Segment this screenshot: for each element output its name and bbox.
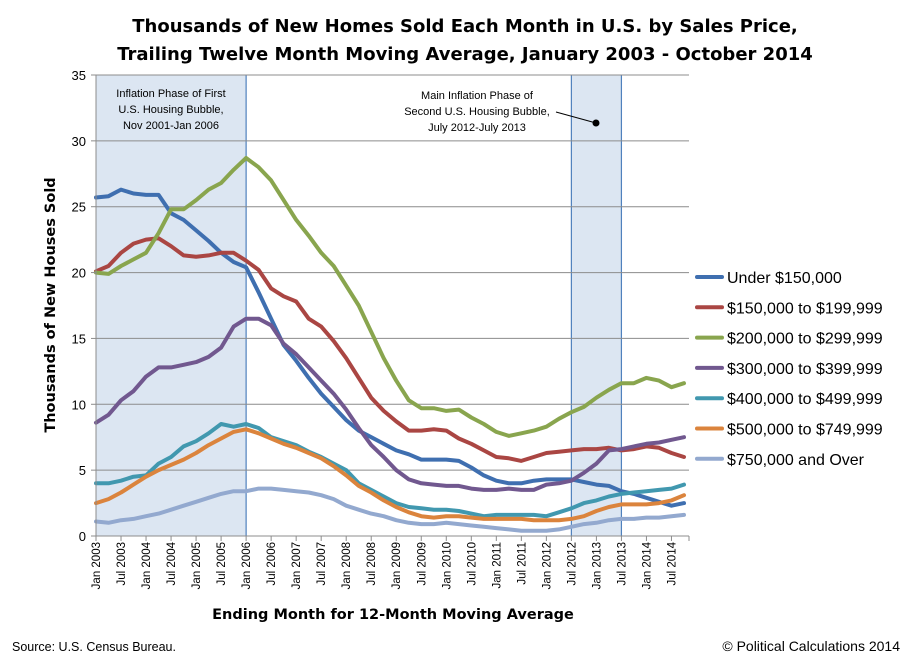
x-tick-label: Jul 2013: [616, 542, 628, 585]
x-tick-label: Jan 2012: [541, 542, 553, 589]
x-axis-label: Ending Month for 12-Month Moving Average: [212, 607, 574, 623]
y-tick-label: 35: [72, 68, 86, 83]
x-tick-label: Jul 2014: [666, 541, 678, 585]
legend-label-4: $300,000 to $399,999: [727, 361, 883, 378]
series-line-5: [94, 422, 686, 519]
y-tick-label: 10: [72, 397, 86, 412]
x-tick-label: Jan 2005: [191, 542, 203, 589]
x-tick-label: Jul 2012: [566, 542, 578, 585]
series-line-1: [94, 187, 686, 508]
x-tick-label: Jul 2006: [266, 542, 278, 585]
x-tick-label: Jan 2011: [491, 542, 503, 588]
series-line-3: [94, 156, 686, 438]
x-tick-label: Jul 2008: [366, 542, 378, 585]
legend-label-7: $750,000 and Over: [727, 452, 865, 469]
series-line-2: [94, 236, 686, 463]
y-tick-label: 0: [79, 529, 86, 544]
series-line-6: [94, 427, 686, 523]
x-tick-label: Jul 2009: [416, 542, 428, 585]
x-tick-label: Jan 2007: [291, 542, 303, 589]
chart-title-line-2: Trailing Twelve Month Moving Average, Ja…: [117, 44, 813, 65]
series-line-7: [94, 486, 686, 533]
x-tick-label: Jan 2004: [141, 541, 153, 589]
annotation-first-bubble: U.S. Housing Bubble,: [118, 104, 223, 116]
x-tick-label: Jan 2003: [91, 542, 103, 589]
x-tick-label: Jan 2013: [591, 542, 603, 589]
annotation-second-bubble: Second U.S. Housing Bubble,: [404, 106, 550, 118]
x-tick-label: Jul 2007: [316, 542, 328, 585]
annotation-first-bubble: Nov 2001-Jan 2006: [123, 120, 219, 132]
x-tick-label: Jul 2011: [516, 542, 528, 585]
x-tick-label: Jul 2004: [166, 541, 178, 585]
y-tick-label: 30: [72, 134, 86, 149]
source-note: Source: U.S. Census Bureau.: [12, 640, 176, 654]
legend-label-6: $500,000 to $749,999: [727, 422, 883, 439]
y-tick-label: 15: [72, 331, 86, 346]
legend-label-1: Under $150,000: [727, 270, 842, 287]
x-tick-label: Jan 2006: [241, 542, 253, 589]
y-tick-label: 25: [72, 200, 86, 215]
x-tick-label: Jul 2005: [216, 542, 228, 585]
legend-label-2: $150,000 to $199,999: [727, 300, 883, 317]
x-tick-label: Jul 2003: [116, 542, 128, 585]
annotation-pointer-dot: [592, 119, 600, 127]
x-tick-label: Jan 2008: [341, 542, 353, 589]
shaded-period-2: [571, 75, 622, 536]
x-tick-label: Jan 2014: [641, 541, 653, 589]
legend-label-5: $400,000 to $499,999: [727, 391, 883, 408]
annotation-first-bubble: Inflation Phase of First: [116, 88, 225, 100]
y-tick-label: 5: [79, 463, 86, 478]
chart-title-line-1: Thousands of New Homes Sold Each Month i…: [132, 16, 798, 37]
copyright-note: © Political Calculations 2014: [722, 638, 900, 654]
y-tick-label: 20: [72, 266, 86, 281]
annotation-second-bubble: July 2012-July 2013: [428, 122, 526, 134]
x-tick-label: Jan 2010: [441, 542, 453, 589]
annotation-pointer-line: [555, 111, 597, 124]
legend-label-3: $200,000 to $299,999: [727, 331, 883, 348]
annotation-second-bubble: Main Inflation Phase of: [421, 90, 534, 102]
x-tick-label: Jul 2010: [466, 542, 478, 585]
y-axis-label: Thousands of New Houses Sold: [43, 177, 59, 432]
series-line-4: [94, 316, 686, 492]
x-tick-label: Jan 2009: [391, 542, 403, 589]
